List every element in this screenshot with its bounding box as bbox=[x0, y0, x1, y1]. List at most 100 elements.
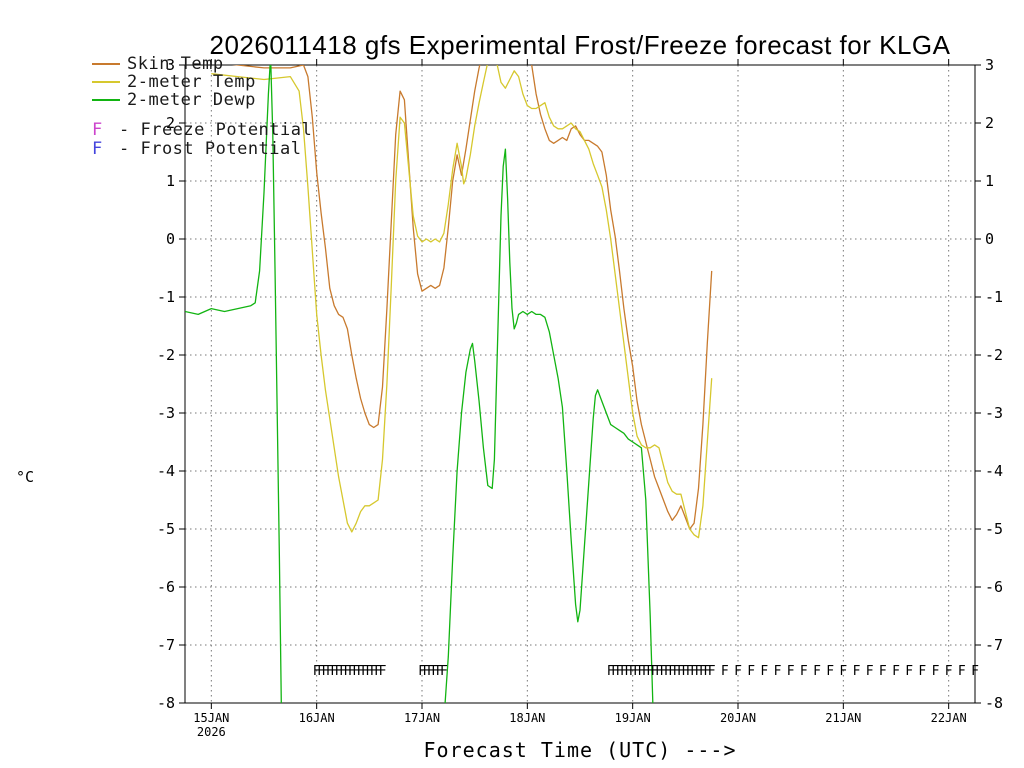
svg-text:F: F bbox=[932, 664, 940, 679]
x-tick-sublabel: 2026 bbox=[197, 725, 226, 739]
svg-text:F: F bbox=[616, 664, 624, 679]
svg-text:F: F bbox=[695, 664, 703, 679]
svg-text:F: F bbox=[774, 664, 782, 679]
svg-text:F: F bbox=[800, 664, 808, 679]
svg-text:F: F bbox=[918, 664, 926, 679]
svg-text:F: F bbox=[620, 664, 628, 679]
svg-text:F: F bbox=[422, 664, 430, 679]
svg-text:F: F bbox=[357, 664, 365, 679]
y-tick-label-right: 1 bbox=[985, 172, 994, 190]
svg-text:F: F bbox=[905, 664, 913, 679]
tick-marks bbox=[179, 59, 981, 709]
svg-text:F: F bbox=[440, 664, 448, 679]
svg-text:F: F bbox=[321, 664, 329, 679]
x-tick-label: 15JAN bbox=[193, 711, 229, 725]
y-tick-label-right: -6 bbox=[985, 578, 1003, 596]
y-tick-label-left: -3 bbox=[157, 404, 175, 422]
y-tick-label-left: 1 bbox=[166, 172, 175, 190]
svg-text:F: F bbox=[365, 664, 373, 679]
x-tick-label: 21JAN bbox=[825, 711, 861, 725]
legend-item-label: 2-meter Dewp bbox=[127, 90, 256, 110]
gridlines bbox=[185, 65, 975, 703]
svg-text:F: F bbox=[361, 664, 369, 679]
y-tick-label-right: -3 bbox=[985, 404, 1003, 422]
y-tick-label-left: -4 bbox=[157, 462, 175, 480]
x-axis-caption: Forecast Time (UTC) ---> bbox=[423, 738, 737, 762]
series-lines bbox=[185, 65, 713, 703]
svg-text:F: F bbox=[642, 664, 650, 679]
svg-text:F: F bbox=[690, 664, 698, 679]
y-tick-label-left: -8 bbox=[157, 694, 175, 712]
series-line-skin-temp bbox=[231, 65, 713, 530]
svg-text:F: F bbox=[699, 664, 707, 679]
svg-text:F: F bbox=[374, 664, 382, 679]
svg-text:F: F bbox=[317, 664, 325, 679]
legend-item-label: 2-meter Temp bbox=[127, 72, 256, 92]
legend-item-freeze-potential: F - Freeze Potential bbox=[92, 119, 313, 140]
tick-labels: 3 3 2 2 1 1 0 0 -1 -1 -2 -2 -3 -3 -4 -4 -5 -5 -6 -6 -7 -7 -8 -8… bbox=[157, 56, 1003, 739]
svg-text:F: F bbox=[431, 664, 439, 679]
y-tick-label-left: 0 bbox=[166, 230, 175, 248]
y-tick-label-right: -4 bbox=[985, 462, 1003, 480]
x-tick-label: 22JAN bbox=[931, 711, 967, 725]
svg-text:F: F bbox=[427, 664, 435, 679]
legend-item-2m-dewp: 2-meter Dewp bbox=[92, 90, 312, 110]
y-tick-label-left: -1 bbox=[157, 288, 175, 306]
y-axis-unit-label: °C bbox=[16, 468, 35, 486]
svg-text:F: F bbox=[607, 664, 615, 679]
svg-text:F: F bbox=[673, 664, 681, 679]
svg-text:F: F bbox=[330, 664, 338, 679]
svg-text:F: F bbox=[686, 664, 694, 679]
svg-text:F: F bbox=[335, 664, 343, 679]
2m-temp-line-swatch-icon bbox=[92, 81, 120, 83]
frost-flag-letter: F bbox=[92, 138, 103, 159]
y-tick-label-right: 0 bbox=[985, 230, 994, 248]
svg-text:F: F bbox=[343, 664, 351, 679]
legend-item-label: Skin Temp bbox=[127, 54, 224, 74]
y-tick-label-right: -8 bbox=[985, 694, 1003, 712]
svg-text:F: F bbox=[826, 664, 834, 679]
series-line-2-meter-dewp bbox=[185, 65, 654, 703]
svg-text:F: F bbox=[664, 664, 672, 679]
legend-item-skin-temp: Skin Temp bbox=[92, 54, 312, 74]
svg-text:F: F bbox=[721, 664, 729, 679]
y-tick-label-left: 2 bbox=[166, 114, 175, 132]
legend-item-frost-potential: F - Frost Potential bbox=[92, 138, 312, 159]
y-tick-label-right: -1 bbox=[985, 288, 1003, 306]
svg-text:F: F bbox=[668, 664, 676, 679]
svg-text:F: F bbox=[436, 664, 444, 679]
svg-text:F: F bbox=[813, 664, 821, 679]
svg-text:F: F bbox=[629, 664, 637, 679]
svg-text:F: F bbox=[379, 664, 387, 679]
legend-item-2m-temp: 2-meter Temp bbox=[92, 72, 312, 92]
chart-title: 2026011418 gfs Experimental Frost/Freeze… bbox=[209, 30, 951, 60]
x-tick-label: 17JAN bbox=[404, 711, 440, 725]
series-line-2-meter-temp bbox=[211, 65, 713, 539]
y-tick-label-left: 3 bbox=[166, 56, 175, 74]
2m-dewp-line-swatch-icon bbox=[92, 99, 120, 101]
y-tick-label-left: -7 bbox=[157, 636, 175, 654]
svg-text:F: F bbox=[892, 664, 900, 679]
svg-text:F: F bbox=[760, 664, 768, 679]
svg-text:F: F bbox=[611, 664, 619, 679]
svg-text:F: F bbox=[370, 664, 378, 679]
svg-text:F: F bbox=[958, 664, 966, 679]
y-tick-label-right: -2 bbox=[985, 346, 1003, 364]
x-tick-label: 19JAN bbox=[615, 711, 651, 725]
svg-text:F: F bbox=[681, 664, 689, 679]
x-tick-label: 18JAN bbox=[509, 711, 545, 725]
y-tick-label-right: -5 bbox=[985, 520, 1003, 538]
x-tick-label: 16JAN bbox=[299, 711, 335, 725]
svg-text:F: F bbox=[703, 664, 711, 679]
skin-temp-line-swatch-icon bbox=[92, 63, 120, 65]
svg-text:F: F bbox=[747, 664, 755, 679]
svg-text:F: F bbox=[646, 664, 654, 679]
legend: Skin Temp 2-meter Temp 2-meter Dewp F - … bbox=[92, 54, 313, 159]
freeze-flag-label: - Freeze Potential bbox=[119, 119, 313, 140]
svg-text:F: F bbox=[326, 664, 334, 679]
frost-flag-label: - Frost Potential bbox=[119, 138, 302, 159]
svg-text:F: F bbox=[677, 664, 685, 679]
svg-text:F: F bbox=[348, 664, 356, 679]
